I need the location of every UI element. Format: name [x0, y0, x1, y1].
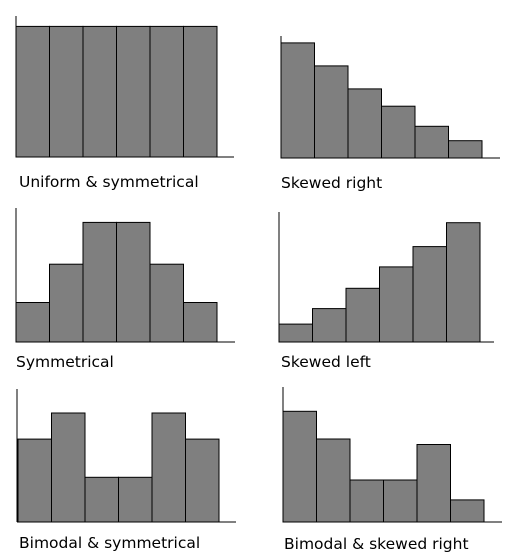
- chart-2-title: Skewed right: [281, 174, 383, 192]
- histogram-5-bar-4: [118, 476, 153, 523]
- histogram-6-bar-5: [416, 444, 451, 523]
- histogram-2-bar-6: [448, 140, 483, 159]
- histogram-6-bar-4: [383, 479, 418, 523]
- histogram-5-bar-3: [84, 476, 119, 523]
- histogram-5-bar-5: [151, 412, 186, 523]
- histogram-4-bar-6: [446, 222, 481, 343]
- histogram-5-bar-2: [51, 412, 86, 523]
- histogram-6-bar-3: [349, 479, 384, 523]
- histogram-1: [15, 16, 234, 158]
- histogram-2: [280, 36, 500, 159]
- histogram-3-bar-5: [149, 263, 184, 343]
- histogram-4: [278, 212, 494, 343]
- histogram-4-bar-4: [379, 266, 414, 343]
- histogram-1-bar-1: [15, 25, 50, 158]
- chart-3-title: Symmetrical: [16, 353, 114, 371]
- chart-1-title: Uniform & symmetrical: [19, 173, 199, 191]
- histogram-4-bar-3: [345, 287, 380, 343]
- histogram-6-bar-2: [316, 438, 351, 523]
- histogram-3-bar-4: [116, 221, 151, 343]
- histogram-3-bar-1: [15, 302, 50, 343]
- histogram-6-bar-1: [282, 410, 317, 523]
- histogram-4-bar-2: [312, 308, 347, 343]
- histogram-1-bar-2: [49, 25, 84, 158]
- histogram-2-bar-5: [414, 125, 449, 159]
- histogram-3-bar-3: [82, 221, 117, 343]
- histogram-2-bar-2: [314, 65, 349, 159]
- histogram-3: [15, 208, 235, 343]
- histogram-2-bar-3: [347, 88, 382, 159]
- histogram-2-bar-1: [280, 42, 315, 159]
- histogram-1-bar-6: [183, 25, 218, 158]
- histogram-4-bar-5: [412, 246, 447, 343]
- chart-5-title: Bimodal & symmetrical: [19, 534, 201, 552]
- histogram-2-bar-4: [381, 105, 416, 159]
- chart-6-title: Bimodal & skewed right: [284, 535, 469, 553]
- histogram-3-bar-2: [49, 263, 84, 343]
- chart-4-title: Skewed left: [281, 353, 371, 371]
- histogram-1-bar-4: [116, 25, 151, 158]
- histogram-1-bar-3: [82, 25, 117, 158]
- histogram-5-bar-6: [185, 438, 220, 523]
- histogram-6-bar-6: [450, 499, 485, 523]
- histogram-1-bar-5: [149, 25, 184, 158]
- histogram-5-bar-1: [17, 438, 52, 523]
- histogram-4-bar-1: [278, 323, 313, 343]
- histogram-6: [282, 387, 502, 523]
- histogram-3-bar-6: [183, 302, 218, 343]
- histogram-5: [16, 389, 236, 523]
